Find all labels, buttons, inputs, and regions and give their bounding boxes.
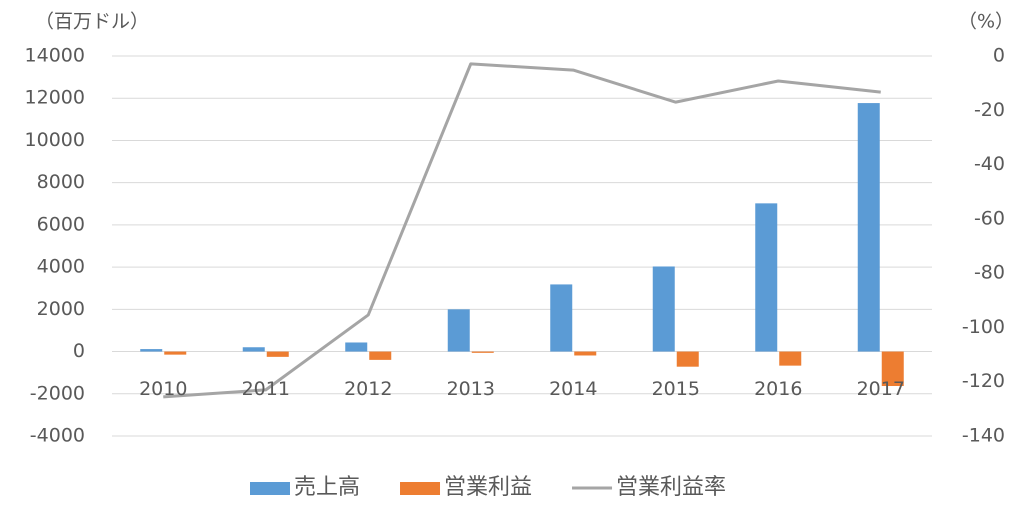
y-tick-label: 0	[73, 340, 85, 362]
bar	[369, 351, 392, 360]
bar	[242, 347, 265, 352]
y-tick-label: 4000	[37, 256, 85, 278]
x-tick-label: 2012	[344, 378, 392, 400]
y2-tick-label: -140	[962, 425, 1005, 447]
legend-swatch	[250, 482, 290, 495]
x-tick-label: 2013	[447, 378, 495, 400]
y2-tick-label: -20	[974, 99, 1005, 121]
y-tick-label: -4000	[30, 425, 85, 447]
bar	[471, 351, 494, 353]
y-tick-label: 10000	[25, 129, 85, 151]
bar	[652, 266, 675, 352]
bar	[881, 351, 904, 387]
y-tick-label: 8000	[37, 171, 85, 193]
bar	[550, 284, 573, 352]
legend-label: 営業利益率	[616, 475, 726, 500]
y-axis-title: （百万ドル）	[35, 11, 149, 33]
legend-label: 営業利益	[444, 475, 532, 500]
bar	[574, 351, 597, 356]
line	[163, 62, 881, 399]
y2-tick-label: -60	[974, 207, 1005, 229]
legend-swatch	[400, 482, 441, 495]
y2-tick-label: -40	[974, 153, 1005, 175]
bar	[266, 351, 289, 357]
y2-tick-label: -120	[962, 370, 1005, 392]
bar	[345, 342, 368, 352]
y-tick-label: 2000	[37, 298, 85, 320]
legend-label: 売上高	[294, 475, 360, 500]
x-tick-label: 2014	[549, 378, 597, 400]
x-tick-label: 2011	[242, 378, 290, 400]
x-tick-label: 2017	[857, 378, 905, 400]
x-tick-label: 2010	[139, 378, 187, 400]
bar	[857, 103, 880, 352]
bar	[447, 309, 470, 352]
x-tick-label: 2016	[754, 378, 802, 400]
bar	[140, 349, 163, 352]
y-tick-label: 6000	[37, 213, 85, 235]
y2-tick-label: -80	[974, 262, 1005, 284]
y-tick-label: -2000	[30, 382, 85, 404]
y2-tick-label: 0	[993, 45, 1005, 67]
bar	[755, 203, 778, 352]
bar	[164, 351, 187, 355]
y-tick-label: 14000	[25, 45, 85, 67]
bar	[779, 351, 802, 366]
y2-axis-title: （%）	[958, 11, 1014, 33]
y2-tick-label: -100	[962, 316, 1005, 338]
y-tick-label: 12000	[25, 87, 85, 109]
x-tick-label: 2015	[652, 378, 700, 400]
bar	[676, 351, 699, 367]
